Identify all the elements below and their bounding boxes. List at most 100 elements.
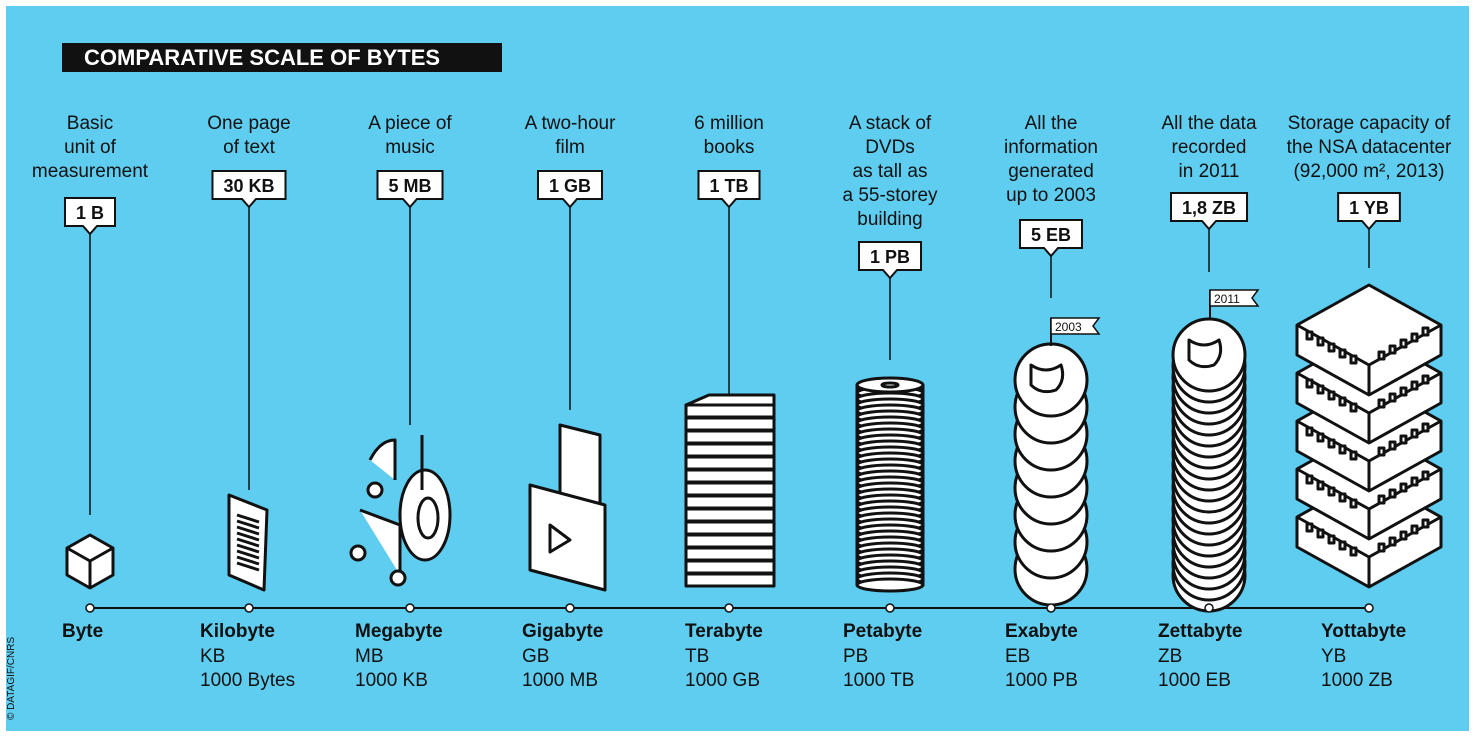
description: of text bbox=[223, 137, 275, 158]
unit-equivalent: 1000 KB bbox=[355, 670, 428, 691]
unit-name: Byte bbox=[62, 621, 103, 642]
unit-abbr: MB bbox=[355, 646, 384, 667]
badge bbox=[63, 197, 117, 236]
description: All the data bbox=[1161, 113, 1256, 134]
unit-abbr: KB bbox=[200, 646, 225, 667]
description: building bbox=[857, 209, 923, 230]
unit-equivalent: 1000 PB bbox=[1005, 670, 1078, 691]
icon-part bbox=[1377, 494, 1386, 505]
icon-part bbox=[1377, 398, 1386, 409]
icon-part bbox=[416, 496, 440, 540]
badge-label: 1 B bbox=[76, 203, 104, 223]
unit-equivalent: 1000 ZB bbox=[1321, 670, 1393, 691]
icon-part bbox=[1316, 480, 1325, 491]
icon-part bbox=[1377, 350, 1386, 361]
unit-abbr: ZB bbox=[1158, 646, 1182, 667]
icon-part bbox=[1338, 348, 1347, 359]
icon-part bbox=[1349, 354, 1358, 365]
description: A two-hour bbox=[525, 113, 616, 134]
icon-part bbox=[1338, 492, 1347, 503]
description: in 2011 bbox=[1179, 161, 1240, 182]
icon-part bbox=[236, 543, 260, 554]
icon-part bbox=[1399, 338, 1408, 349]
description: A piece of bbox=[368, 113, 452, 134]
icon-part bbox=[236, 519, 260, 530]
description: film bbox=[555, 137, 585, 158]
flag-label: 2011 bbox=[1214, 292, 1240, 306]
badge bbox=[697, 170, 761, 209]
icon-part bbox=[1377, 446, 1386, 457]
icon-part bbox=[684, 572, 776, 588]
unit-name: Terabyte bbox=[685, 621, 763, 642]
icon-part bbox=[1305, 330, 1314, 341]
icon-part bbox=[684, 455, 776, 471]
icon-part bbox=[1349, 546, 1358, 557]
description: (92,000 m², 2013) bbox=[1293, 161, 1444, 182]
icon-part bbox=[236, 531, 260, 542]
unit-abbr: YB bbox=[1321, 646, 1346, 667]
unit-abbr: GB bbox=[522, 646, 549, 667]
icon-part bbox=[558, 423, 602, 507]
description: books bbox=[704, 137, 755, 158]
icon-part bbox=[684, 520, 776, 536]
unit-abbr: TB bbox=[685, 646, 709, 667]
icon-part bbox=[1421, 422, 1430, 433]
icon-part bbox=[389, 569, 407, 587]
unit-equivalent: 1000 GB bbox=[685, 670, 760, 691]
unit-name: Megabyte bbox=[355, 621, 443, 642]
badge-label: 5 EB bbox=[1031, 225, 1071, 245]
icons bbox=[65, 283, 1443, 613]
icon-part bbox=[1327, 486, 1336, 497]
flag bbox=[1209, 289, 1260, 307]
badge bbox=[1018, 219, 1084, 258]
icon-part bbox=[236, 549, 260, 560]
icon-part bbox=[236, 561, 260, 572]
description: recorded bbox=[1172, 137, 1247, 158]
description: One page bbox=[207, 113, 290, 134]
icon-part bbox=[684, 559, 776, 575]
title-bar bbox=[62, 43, 502, 72]
icon-part bbox=[1029, 363, 1065, 394]
description: music bbox=[385, 137, 435, 158]
timeline-dot bbox=[1204, 603, 1214, 613]
icon-part bbox=[1388, 440, 1397, 451]
icon-part bbox=[1327, 534, 1336, 545]
icon-part bbox=[1410, 380, 1419, 391]
icon-part bbox=[1410, 476, 1419, 487]
icon-part bbox=[684, 468, 776, 484]
badge-label: 1 GB bbox=[549, 176, 591, 196]
icon-part bbox=[1388, 536, 1397, 547]
badge-label: 1 TB bbox=[709, 176, 748, 196]
badge-label: 5 MB bbox=[388, 176, 431, 196]
unit-equivalent: 1000 TB bbox=[843, 670, 914, 691]
icon-part bbox=[1410, 524, 1419, 535]
icon-part bbox=[349, 544, 367, 562]
unit-name: Kilobyte bbox=[200, 621, 275, 642]
timeline-dot bbox=[1046, 603, 1056, 613]
timeline-dot bbox=[565, 603, 575, 613]
icon-part bbox=[548, 523, 572, 554]
unit-equivalent: 1000 MB bbox=[522, 670, 598, 691]
icon-part bbox=[236, 525, 260, 536]
icon-part bbox=[1305, 378, 1314, 389]
icon-part bbox=[1421, 470, 1430, 481]
badge-label: 30 KB bbox=[223, 176, 274, 196]
icon-part bbox=[1187, 338, 1223, 369]
icon-part bbox=[1327, 342, 1336, 353]
badge-label: 1 PB bbox=[870, 247, 910, 267]
icon-part bbox=[1305, 426, 1314, 437]
unit-name: Zettabyte bbox=[1158, 621, 1242, 642]
unit-name: Yottabyte bbox=[1321, 621, 1406, 642]
icon-part bbox=[684, 416, 776, 432]
timeline-dot bbox=[724, 603, 734, 613]
icon-part bbox=[1305, 474, 1314, 485]
icon-part bbox=[1377, 542, 1386, 553]
description: unit of bbox=[64, 137, 116, 158]
badge-label: 1,8 ZB bbox=[1182, 198, 1236, 218]
description: up to 2003 bbox=[1006, 185, 1096, 206]
icon-part bbox=[368, 438, 397, 480]
icon-part bbox=[1316, 384, 1325, 395]
icon-part bbox=[1410, 332, 1419, 343]
